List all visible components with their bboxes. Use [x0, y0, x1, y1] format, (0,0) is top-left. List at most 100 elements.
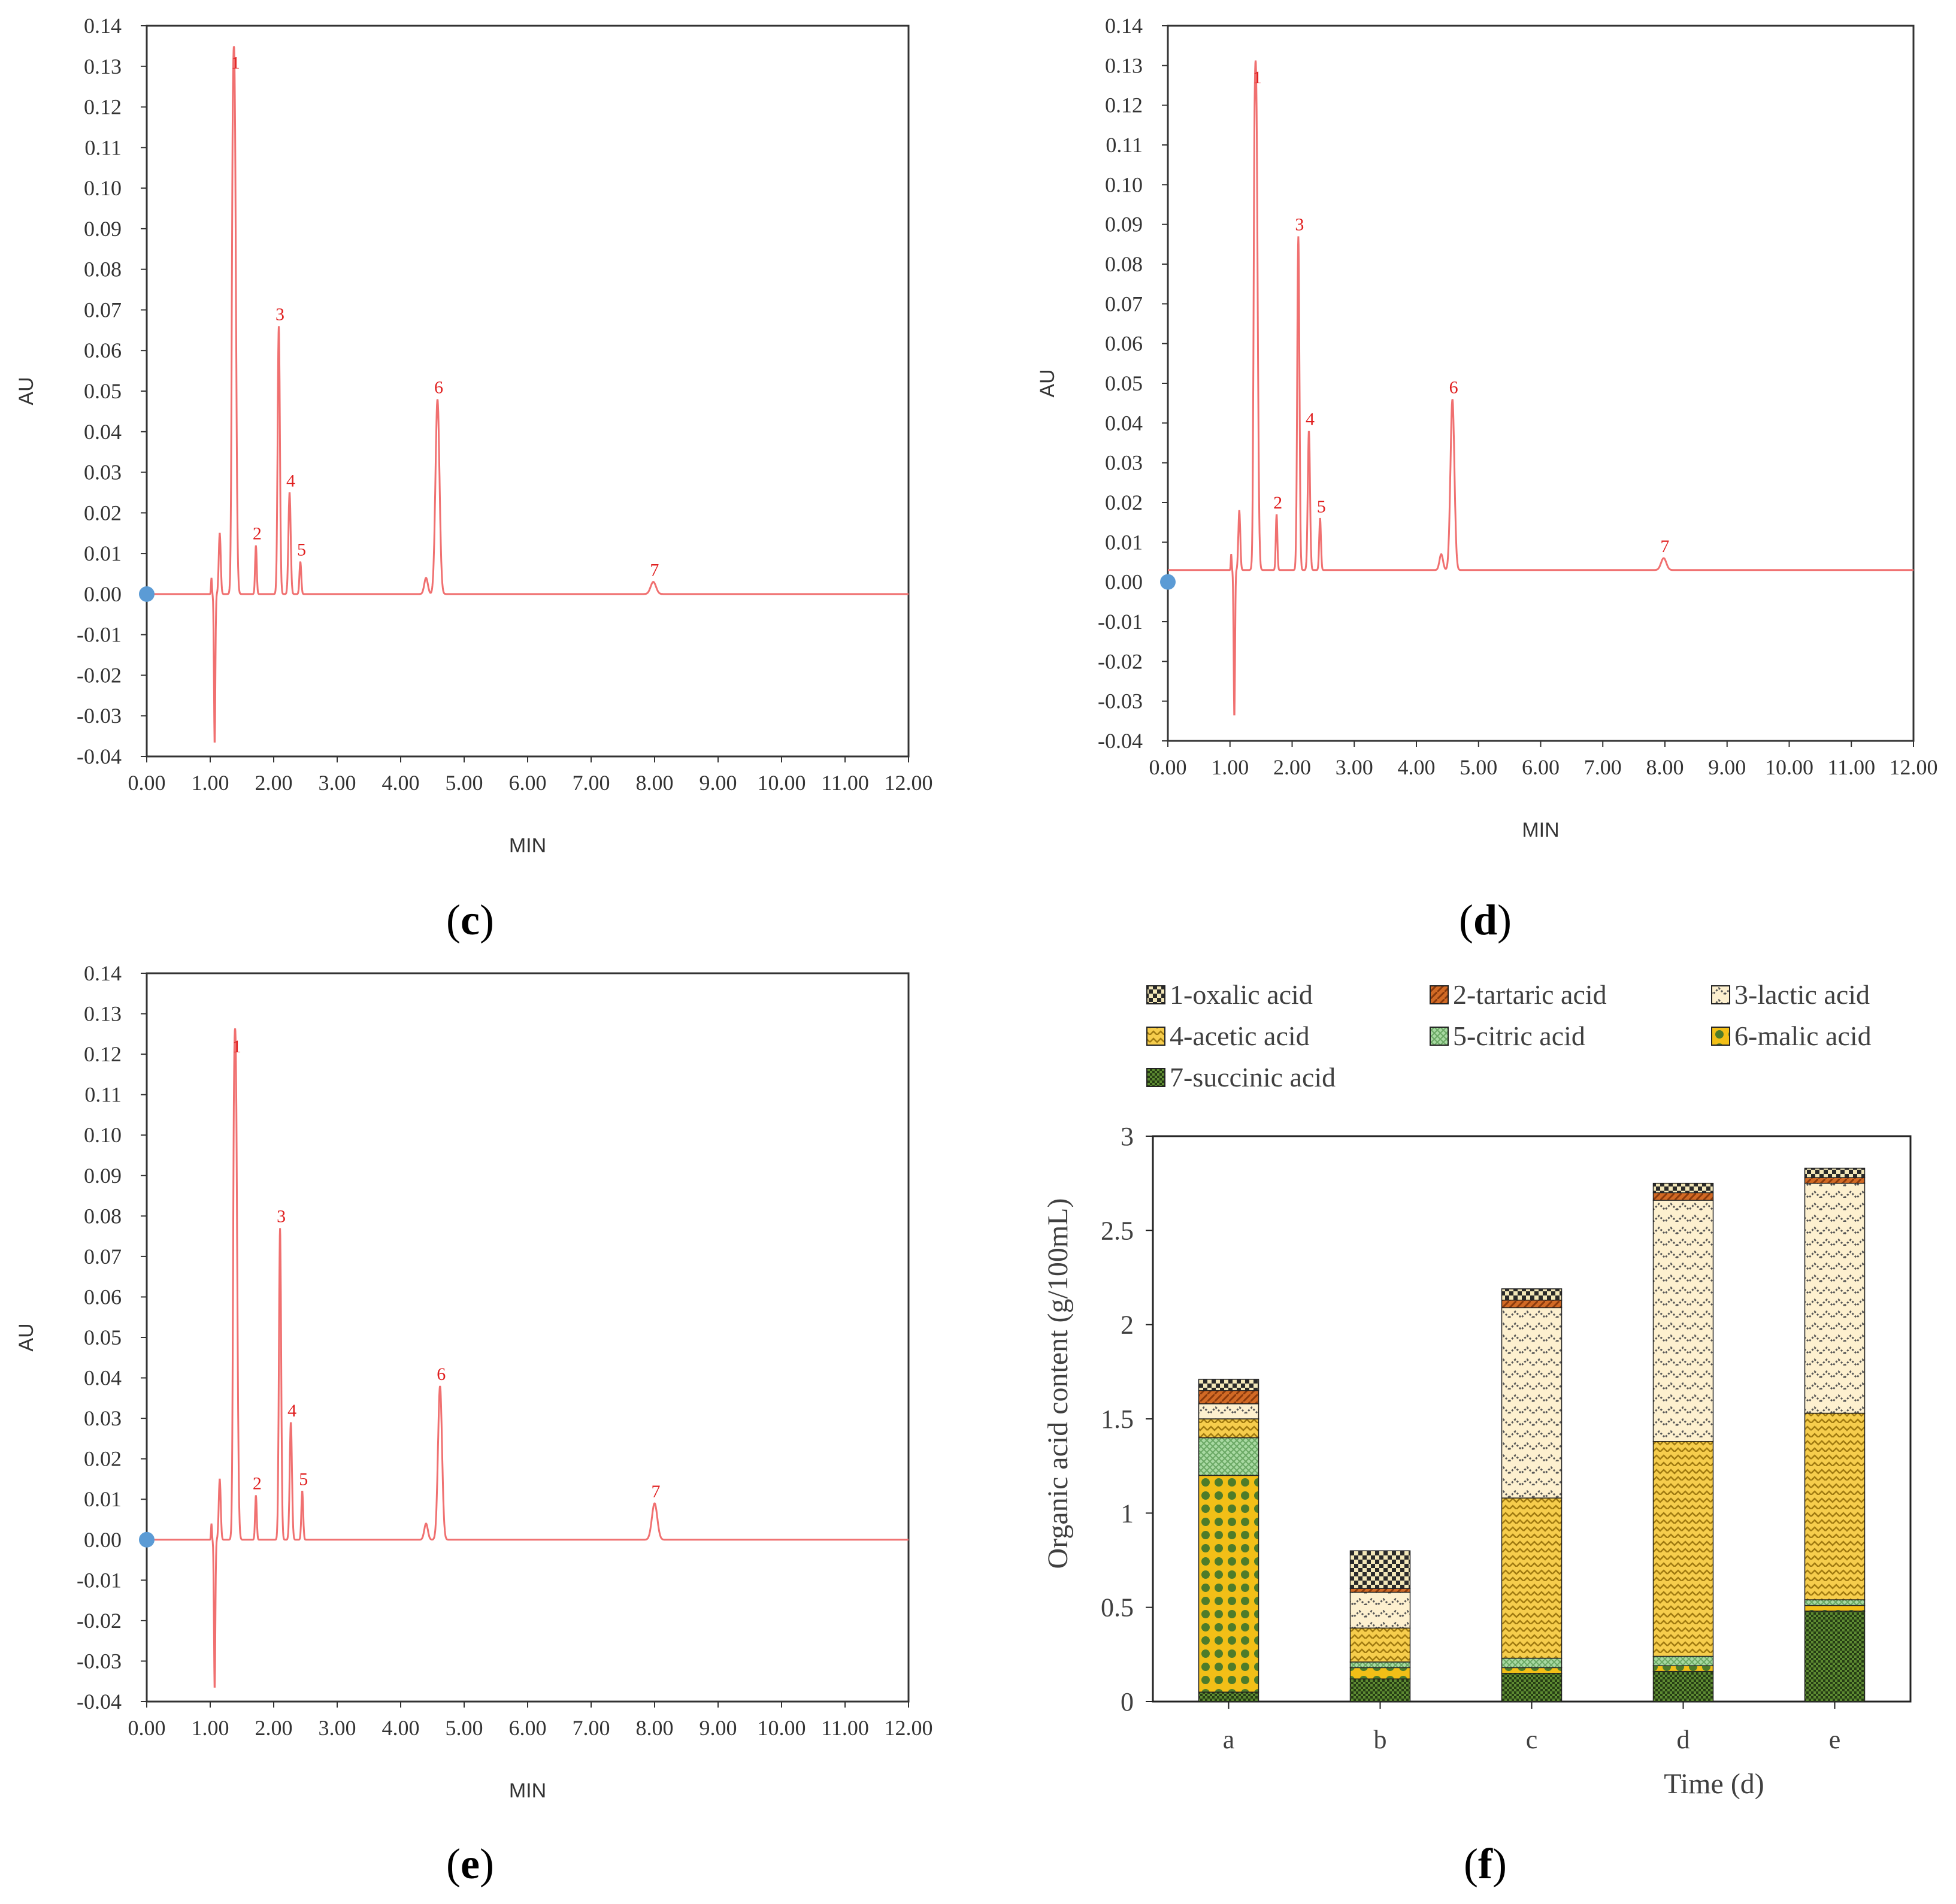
legend-swatch — [1146, 985, 1165, 1004]
y-tick-label: 0.03 — [84, 461, 122, 485]
bar-segment — [1198, 1475, 1259, 1693]
bar-segment — [1349, 1678, 1411, 1702]
x-tick-label: 11.00 — [821, 1716, 869, 1740]
y-tick-label: -0.04 — [77, 1690, 122, 1714]
y-tick-label: -0.04 — [1098, 729, 1143, 753]
peak-label: 5 — [297, 540, 306, 560]
origin-marker — [1160, 574, 1176, 590]
y-tick-label: -0.02 — [1098, 649, 1143, 673]
y-tick-label: 0.5 — [1101, 1593, 1134, 1623]
y-tick-label: -0.02 — [77, 663, 122, 687]
panel-label-f: (f) — [1464, 1840, 1507, 1888]
y-tick-label: 0.01 — [84, 541, 122, 565]
y-tick-label: 0.05 — [1105, 371, 1143, 395]
y-tick-label: 0.09 — [84, 217, 122, 241]
y-tick-label: 0.07 — [1105, 292, 1143, 316]
y-tick-label: 2.5 — [1101, 1216, 1134, 1245]
x-axis-title: MIN — [509, 834, 546, 857]
bar-segment — [1501, 1497, 1563, 1659]
chromatogram-d: -0.04 -0.03 -0.02 -0.01 0.00 0.01 0.02 0.03 0.04… — [1036, 14, 1938, 841]
x-tick-label: 3.00 — [319, 771, 356, 795]
y-tick-label: 0.11 — [84, 135, 122, 159]
peak-label: 3 — [1295, 215, 1304, 235]
legend-label: 1-oxalic acid — [1170, 979, 1313, 1010]
x-tick-label: 1.00 — [192, 1716, 229, 1740]
peak-label: 6 — [434, 378, 443, 398]
x-tick-label: 5.00 — [1460, 755, 1497, 779]
panel-label-e: (e) — [446, 1840, 494, 1888]
x-tick-label: 4.00 — [382, 1716, 420, 1740]
y-tick-label: 0.13 — [84, 1002, 122, 1026]
peak-label: 5 — [299, 1470, 308, 1490]
y-tick-label: 0.13 — [1105, 53, 1143, 77]
x-tick-label: 8.00 — [636, 771, 674, 795]
peak-label: 7 — [1660, 537, 1669, 556]
y-tick-label: 0 — [1121, 1687, 1134, 1717]
legend-label: 5-citric acid — [1453, 1021, 1585, 1051]
bar-segment — [1198, 1691, 1259, 1702]
bar-segment — [1804, 1167, 1866, 1178]
x-tick-label: 12.00 — [885, 1716, 933, 1740]
y-tick-label: -0.02 — [77, 1609, 122, 1633]
peak-label: 6 — [437, 1364, 446, 1384]
plot-frame — [146, 25, 910, 758]
bar-segment — [1501, 1667, 1563, 1674]
chromatogram-trace — [147, 46, 909, 743]
y-tick-label: 0.03 — [1105, 451, 1143, 475]
x-tick-label: 5.00 — [446, 1716, 483, 1740]
x-tick-label: 11.00 — [1827, 755, 1875, 779]
bar-segment — [1349, 1550, 1411, 1589]
x-tick-label: 11.00 — [821, 771, 869, 795]
x-tick-label: e — [1829, 1725, 1841, 1754]
y-tick-label: 0.05 — [84, 1325, 122, 1349]
y-tick-label: 0.03 — [84, 1406, 122, 1430]
y-tick-label: -0.03 — [1098, 689, 1143, 713]
x-tick-label: 9.00 — [700, 1716, 737, 1740]
y-tick-label: 0.02 — [1105, 491, 1143, 514]
x-tick-label: 6.00 — [509, 771, 547, 795]
x-tick-label: 9.00 — [700, 771, 737, 795]
x-tick-label: b — [1374, 1725, 1387, 1754]
x-axis-title: MIN — [509, 1779, 546, 1802]
x-tick-label: c — [1526, 1725, 1538, 1754]
bar-segment — [1804, 1177, 1866, 1184]
y-tick-label: 0.12 — [84, 1042, 122, 1066]
peak-label: 3 — [277, 1207, 286, 1227]
x-tick-label: 1.00 — [192, 771, 229, 795]
plot-frame — [146, 972, 910, 1703]
y-tick-label: 0.07 — [84, 298, 122, 322]
bar-segment — [1501, 1657, 1563, 1669]
y-tick-label: 0.04 — [1105, 411, 1143, 435]
x-tick-label: 5.00 — [446, 771, 483, 795]
y-axis-title: Organic acid content (g/100mL) — [1042, 1198, 1074, 1569]
peak-label: 2 — [253, 1473, 262, 1493]
y-axis-title: AU — [15, 377, 38, 405]
bar-segment — [1198, 1403, 1259, 1419]
y-tick-label: -0.04 — [77, 744, 122, 768]
y-tick-label: 0.05 — [84, 379, 122, 403]
y-tick-label: -0.01 — [77, 623, 122, 647]
y-tick-label: 0.00 — [84, 582, 122, 606]
x-tick-label: 8.00 — [1646, 755, 1684, 779]
bar-segment — [1652, 1192, 1714, 1201]
peak-label: 4 — [286, 471, 295, 491]
x-tick-label: 7.00 — [1584, 755, 1622, 779]
bar-axes: 0 0.5 1 1.5 2 2.5 3 a b c d e — [1101, 1122, 1912, 1754]
y-tick-label: 0.12 — [84, 95, 122, 119]
x-axis-title: Time (d) — [1664, 1768, 1764, 1800]
peak-label: 6 — [1449, 378, 1458, 398]
peak-label: 2 — [253, 524, 262, 544]
x-tick-label: 2.00 — [1273, 755, 1311, 779]
x-tick-label: 7.00 — [573, 1716, 610, 1740]
y-axis-title: AU — [1036, 369, 1059, 397]
bar-segment — [1501, 1288, 1563, 1301]
y-tick-label: 0.02 — [84, 501, 122, 525]
peak-label: 4 — [287, 1401, 296, 1421]
y-tick-label: -0.01 — [77, 1568, 122, 1592]
plot-frame — [1167, 25, 1915, 742]
y-tick-label: 0.04 — [84, 1366, 122, 1390]
y-tick-label: 1 — [1121, 1499, 1134, 1528]
peak-label: 1 — [1253, 68, 1262, 87]
y-tick-label: 0.11 — [84, 1083, 122, 1107]
y-tick-label: 2 — [1121, 1310, 1134, 1340]
